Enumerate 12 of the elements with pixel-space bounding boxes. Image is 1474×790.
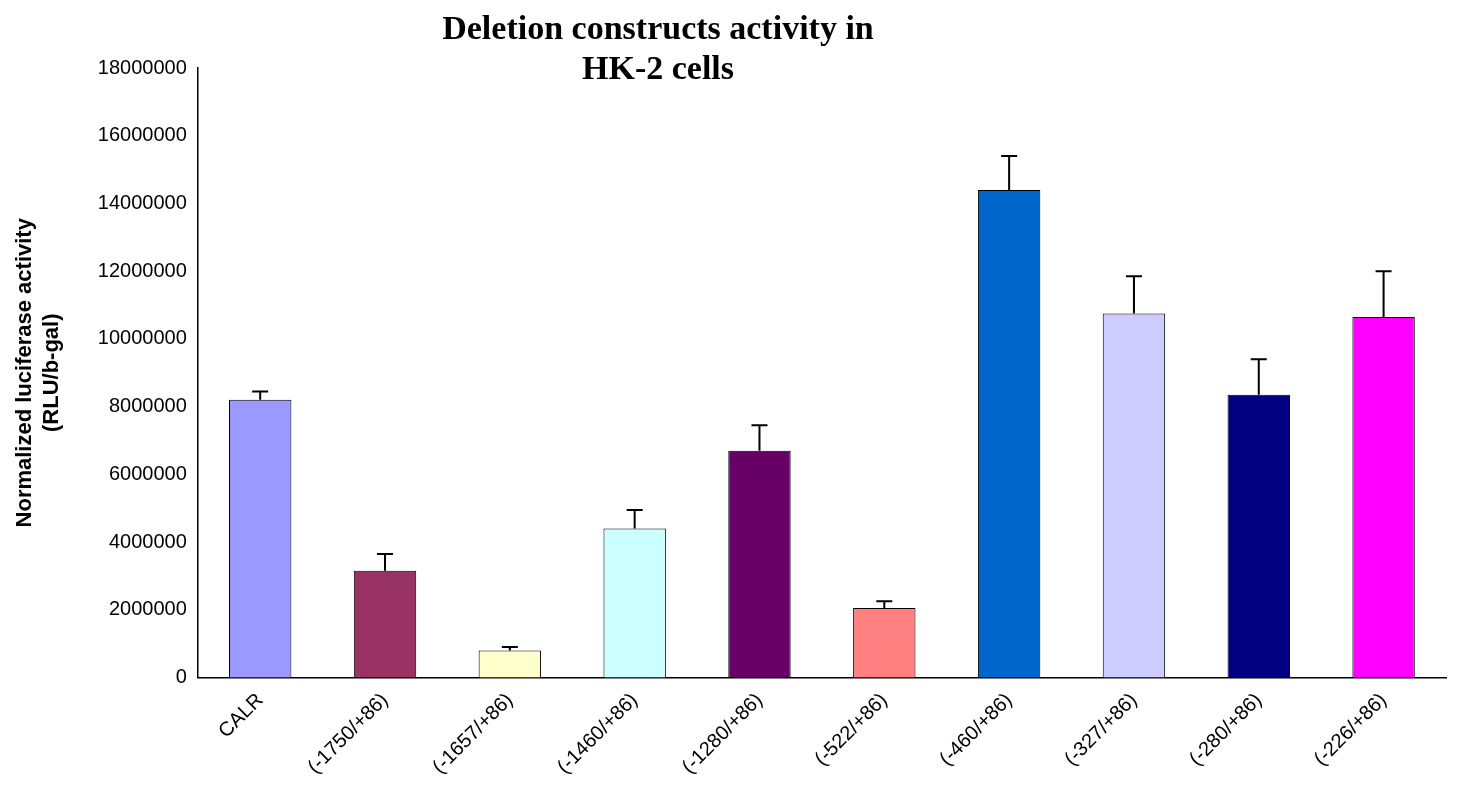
y-tick-label: 18000000 <box>97 55 187 78</box>
y-tick-label: 0 <box>175 665 187 688</box>
y-tick-label: 10000000 <box>97 326 187 349</box>
y-tick-label: 4000000 <box>108 529 187 552</box>
y-tick-label: 16000000 <box>97 123 187 146</box>
y-tick-label: 2000000 <box>108 597 187 620</box>
y-tick-label: 6000000 <box>108 461 187 484</box>
y-tick-label: 12000000 <box>97 258 187 281</box>
y-tick-label: 14000000 <box>97 190 187 213</box>
y-axis-title: Normalized luciferase activity (RLU/b-gal) <box>11 217 63 528</box>
y-tick-label: 8000000 <box>108 394 187 417</box>
chart-title: Deletion constructs activity in HK-2 cells <box>441 8 875 88</box>
